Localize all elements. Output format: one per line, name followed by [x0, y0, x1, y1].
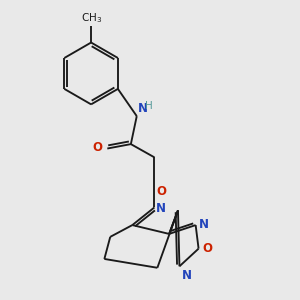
Text: N: N — [156, 202, 166, 214]
Text: H: H — [145, 101, 153, 111]
Text: O: O — [202, 242, 212, 255]
Text: O: O — [92, 141, 102, 154]
Text: N: N — [199, 218, 209, 231]
Text: CH$_3$: CH$_3$ — [80, 11, 102, 25]
Text: O: O — [156, 185, 166, 198]
Text: N: N — [182, 269, 192, 282]
Text: N: N — [138, 102, 148, 115]
